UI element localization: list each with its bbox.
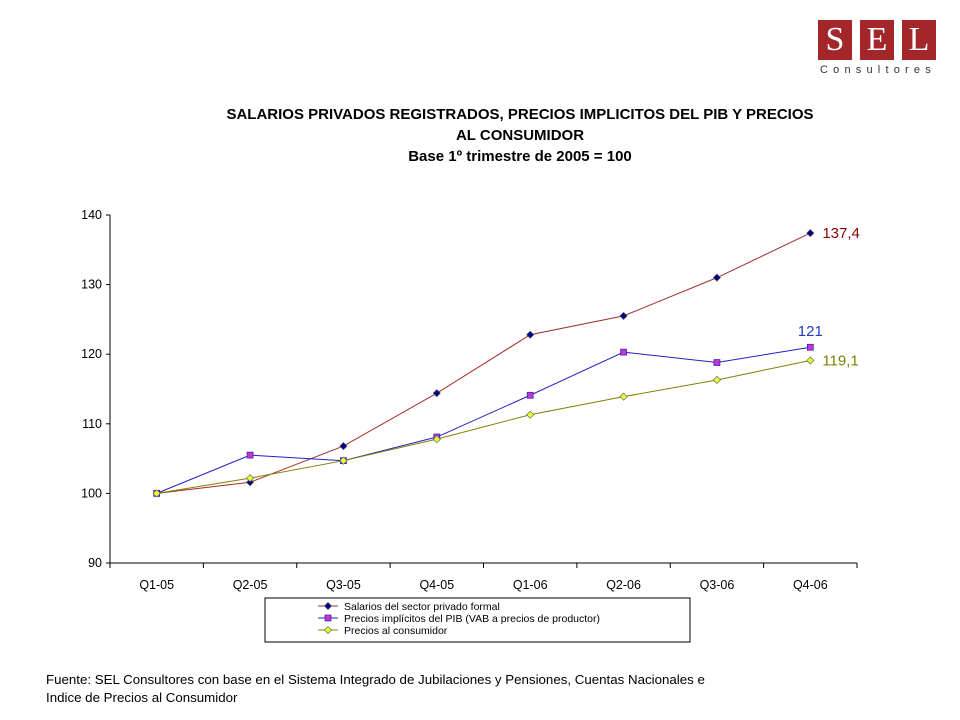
series-3-point xyxy=(432,435,441,444)
series-1-point xyxy=(339,442,348,451)
series-3-point xyxy=(619,392,628,401)
series-1-point xyxy=(526,330,535,339)
y-tick-label: 90 xyxy=(88,556,102,570)
y-tick-label: 120 xyxy=(81,347,102,361)
chart-title: SALARIOS PRIVADOS REGISTRADOS, PRECIOS I… xyxy=(170,104,870,167)
legend-entry: Precios implícitos del PIB (VAB a precio… xyxy=(344,613,600,625)
logo-letter-e: E xyxy=(860,20,894,60)
legend-box xyxy=(264,597,691,643)
series-3-point xyxy=(712,375,721,384)
series-2-point xyxy=(246,451,254,459)
series-line-1 xyxy=(156,232,811,494)
x-tick-label: Q1-06 xyxy=(513,578,548,592)
series-1-point xyxy=(246,478,255,487)
series-3-point xyxy=(526,410,535,419)
series-2-point xyxy=(713,359,721,366)
series-3-point xyxy=(806,356,815,365)
series-2-point xyxy=(806,343,814,351)
series-3-point xyxy=(152,489,161,498)
legend-entry: Precios al consumidor xyxy=(344,625,448,637)
series-2-point xyxy=(526,391,534,399)
series-2-end-label: 121 xyxy=(798,323,823,340)
x-tick-label: Q4-06 xyxy=(793,578,828,592)
sel-logo: S E L Consultores xyxy=(818,20,936,76)
logo-letter-s: S xyxy=(818,20,852,60)
chart-title-line-3: Base 1º trimestre de 2005 = 100 xyxy=(408,148,632,165)
series-line-2 xyxy=(156,346,811,494)
y-tick-label: 140 xyxy=(81,208,102,222)
x-tick-label: Q2-06 xyxy=(606,578,641,592)
series-3-end-label: 119,1 xyxy=(822,352,858,369)
series-3-point xyxy=(339,456,348,465)
source-note: Fuente: SEL Consultores con base en el S… xyxy=(46,671,906,707)
source-note-line-1: Fuente: SEL Consultores con base en el S… xyxy=(46,672,705,687)
source-note-line-2: Indice de Precios al Consumidor xyxy=(46,690,238,705)
x-tick-label: Q2-05 xyxy=(233,578,268,592)
chart-title-line-2: AL CONSUMIDOR xyxy=(455,127,585,144)
logo-subtitle: Consultores xyxy=(820,64,936,76)
legend-entry: Salarios del sector privado formal xyxy=(344,601,500,613)
series-3-point xyxy=(246,474,255,483)
series-1-point xyxy=(806,229,815,238)
legend-swatch-marker xyxy=(324,614,332,622)
logo-letter-l: L xyxy=(902,20,936,60)
y-tick-label: 110 xyxy=(82,417,102,431)
series-line-3 xyxy=(156,359,811,494)
series-2-point xyxy=(620,348,627,356)
series-1-point xyxy=(432,389,441,398)
series-1-end-label: 137,4 xyxy=(822,225,860,242)
x-tick-label: Q4-05 xyxy=(419,578,454,592)
x-tick-label: Q1-05 xyxy=(139,578,174,592)
series-1-point xyxy=(712,273,721,282)
legend-swatch-marker xyxy=(323,601,333,611)
y-tick-label: 130 xyxy=(81,278,102,292)
series-1-point xyxy=(619,311,628,320)
x-tick-label: Q3-05 xyxy=(326,578,361,592)
y-tick-label: 100 xyxy=(81,486,102,500)
chart-title-line-1: SALARIOS PRIVADOS REGISTRADOS, PRECIOS I… xyxy=(226,106,814,123)
x-tick-label: Q3-06 xyxy=(700,578,735,592)
legend-swatch-marker xyxy=(323,625,333,635)
